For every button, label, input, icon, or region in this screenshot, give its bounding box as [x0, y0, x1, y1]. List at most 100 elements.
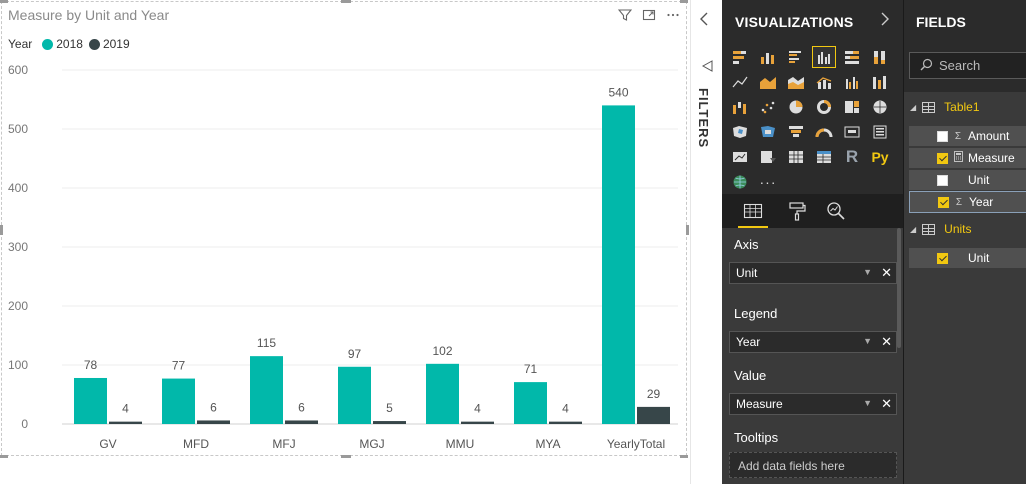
- field-checkbox[interactable]: [938, 196, 949, 208]
- stacked-column-chart-icon[interactable]: [756, 46, 780, 68]
- kpi-icon[interactable]: [728, 146, 752, 168]
- table-node-units[interactable]: ◢ Units: [910, 222, 972, 236]
- more-visuals-icon[interactable]: ···: [756, 171, 780, 193]
- data-label: 102: [432, 344, 452, 358]
- bar[interactable]: [426, 363, 459, 424]
- bar[interactable]: [74, 377, 107, 424]
- y-tick-label: 500: [8, 122, 28, 136]
- field-checkbox[interactable]: [937, 252, 948, 264]
- field-item-amount[interactable]: Σ Amount: [909, 126, 1026, 146]
- fields-tab-icon[interactable]: [738, 198, 768, 228]
- bar[interactable]: [549, 421, 582, 424]
- bar[interactable]: [637, 406, 670, 424]
- stacked-area-chart-icon[interactable]: [784, 71, 808, 93]
- clustered-column-chart-visual[interactable]: Measure by Unit and Year Year 2018 2019: [1, 1, 687, 456]
- table-icon[interactable]: [784, 146, 808, 168]
- bar[interactable]: [109, 421, 142, 424]
- resize-handle[interactable]: [680, 0, 688, 3]
- scatter-chart-icon[interactable]: [756, 96, 780, 118]
- funnel-chart-icon[interactable]: [784, 121, 808, 143]
- line-and-stacked-column-chart-icon[interactable]: [812, 71, 836, 93]
- slicer-icon[interactable]: [756, 146, 780, 168]
- chevron-left-icon[interactable]: [699, 12, 709, 31]
- 100-stacked-bar-chart-icon[interactable]: [840, 46, 864, 68]
- donut-chart-icon[interactable]: [812, 96, 836, 118]
- expand-triangle-icon[interactable]: ◢: [910, 102, 917, 112]
- bar[interactable]: [514, 382, 547, 424]
- sigma-icon: Σ: [954, 130, 962, 142]
- remove-field-icon[interactable]: ✕: [881, 396, 892, 411]
- resize-handle[interactable]: [0, 455, 8, 458]
- filters-pane-collapsed[interactable]: FILTERS: [690, 0, 722, 484]
- ribbon-chart-icon[interactable]: [868, 71, 892, 93]
- chevron-right-icon[interactable]: [880, 11, 890, 32]
- treemap-icon[interactable]: [840, 96, 864, 118]
- table-node-table1[interactable]: ◢ Table1: [910, 100, 980, 114]
- pie-chart-icon[interactable]: [784, 96, 808, 118]
- area-chart-icon[interactable]: [756, 71, 780, 93]
- format-paint-roller-icon[interactable]: [784, 198, 810, 224]
- chevron-down-icon[interactable]: ▼: [863, 267, 872, 277]
- expand-triangle-icon[interactable]: ◢: [910, 224, 917, 234]
- sigma-icon: Σ: [955, 196, 963, 208]
- chevron-down-icon[interactable]: ▼: [863, 336, 872, 346]
- resize-handle[interactable]: [680, 455, 688, 458]
- fields-search-input[interactable]: Search: [909, 52, 1026, 79]
- field-checkbox[interactable]: [937, 130, 948, 142]
- bar[interactable]: [602, 105, 635, 425]
- axis-well-field[interactable]: Unit ▼ ✕: [729, 262, 897, 284]
- value-well-field[interactable]: Measure ▼ ✕: [729, 393, 897, 415]
- matrix-icon[interactable]: [812, 146, 836, 168]
- arcgis-map-icon[interactable]: [728, 171, 752, 193]
- remove-field-icon[interactable]: ✕: [881, 334, 892, 349]
- r-script-label: R: [845, 147, 859, 166]
- 100-stacked-column-chart-icon[interactable]: [868, 46, 892, 68]
- more-options-icon[interactable]: [666, 8, 680, 22]
- field-item-unit[interactable]: Unit: [909, 170, 1026, 190]
- legend-entry-2019[interactable]: 2019: [88, 37, 130, 51]
- map-icon[interactable]: [868, 96, 892, 118]
- resize-handle[interactable]: [341, 455, 351, 458]
- resize-handle[interactable]: [0, 225, 3, 235]
- clustered-bar-chart-icon[interactable]: [784, 46, 808, 68]
- field-checkbox[interactable]: [937, 174, 948, 186]
- chevron-down-icon[interactable]: ▼: [863, 398, 872, 408]
- legend-entry-2018[interactable]: 2018: [42, 37, 83, 51]
- field-item-unit[interactable]: Unit: [909, 248, 1026, 268]
- bar[interactable]: [250, 356, 283, 424]
- filter-icon[interactable]: [617, 8, 633, 22]
- field-item-year[interactable]: Σ Year: [909, 191, 1026, 213]
- gauge-icon[interactable]: [812, 121, 836, 143]
- tooltips-drop-zone[interactable]: Add data fields here: [729, 452, 897, 478]
- python-visual-icon[interactable]: Py: [868, 146, 892, 168]
- x-tick-label: MFD: [183, 437, 209, 451]
- line-and-clustered-column-chart-icon[interactable]: [840, 71, 864, 93]
- bar[interactable]: [338, 366, 371, 424]
- multi-row-card-icon[interactable]: [868, 121, 892, 143]
- waterfall-chart-icon[interactable]: [728, 96, 752, 118]
- remove-field-icon[interactable]: ✕: [881, 265, 892, 280]
- bar[interactable]: [285, 420, 318, 424]
- resize-handle[interactable]: [0, 0, 8, 3]
- resize-handle[interactable]: [686, 225, 689, 235]
- filter-funnel-icon: [701, 60, 713, 75]
- legend-well-field[interactable]: Year ▼ ✕: [729, 331, 897, 353]
- card-icon[interactable]: [840, 121, 864, 143]
- focus-mode-icon[interactable]: [642, 8, 656, 22]
- bar[interactable]: [197, 420, 230, 424]
- resize-handle[interactable]: [341, 0, 351, 3]
- bar[interactable]: [162, 378, 195, 424]
- filled-map-icon[interactable]: [728, 121, 752, 143]
- stacked-bar-chart-icon[interactable]: [728, 46, 752, 68]
- scrollbar[interactable]: [897, 228, 901, 348]
- clustered-column-chart-icon[interactable]: [812, 46, 836, 68]
- analytics-magnifier-icon[interactable]: [823, 198, 849, 224]
- line-chart-icon[interactable]: [728, 71, 752, 93]
- filters-label[interactable]: FILTERS: [696, 88, 711, 149]
- field-item-measure[interactable]: Measure: [909, 148, 1026, 168]
- bar[interactable]: [373, 421, 406, 424]
- shape-map-icon[interactable]: [756, 121, 780, 143]
- r-script-visual-icon[interactable]: R: [840, 146, 864, 168]
- field-checkbox[interactable]: [937, 152, 948, 164]
- bar[interactable]: [461, 421, 494, 424]
